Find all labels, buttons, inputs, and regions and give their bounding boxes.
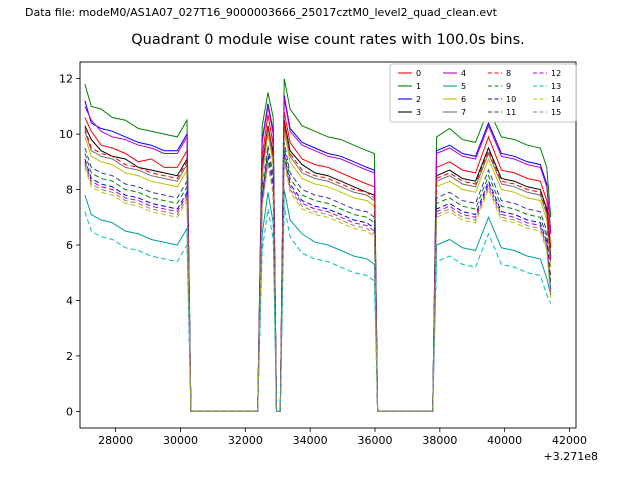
legend-label-1: 1 <box>416 82 421 91</box>
legend-label-2: 2 <box>416 95 421 104</box>
legend-label-0: 0 <box>416 69 421 78</box>
x-tick-label: 38000 <box>422 434 457 447</box>
legend-label-9: 9 <box>506 82 511 91</box>
series-line-12 <box>84 156 552 412</box>
y-tick-label: 10 <box>59 128 73 141</box>
legend-label-8: 8 <box>506 69 511 78</box>
y-tick-label: 8 <box>66 184 73 197</box>
series-line-7 <box>84 125 552 412</box>
x-tick-label: 30000 <box>163 434 198 447</box>
series-line-4 <box>84 97 552 412</box>
series-line-1 <box>84 78 552 412</box>
series-line-9 <box>84 147 552 412</box>
x-axis-offset-label: +3.271e8 <box>543 450 598 463</box>
y-tick-label: 4 <box>66 294 73 307</box>
x-tick-label: 32000 <box>228 434 263 447</box>
series-line-3 <box>84 120 552 412</box>
series-line-6 <box>84 131 552 412</box>
legend-label-7: 7 <box>461 108 466 117</box>
legend-label-6: 6 <box>461 95 466 104</box>
y-tick-label: 2 <box>66 350 73 363</box>
legend-label-13: 13 <box>551 82 561 91</box>
legend-label-12: 12 <box>551 69 561 78</box>
x-tick-label: 36000 <box>358 434 393 447</box>
series-line-5 <box>84 189 552 412</box>
legend-label-3: 3 <box>416 108 421 117</box>
series-line-10 <box>84 153 552 412</box>
series-line-2 <box>84 95 552 412</box>
series-line-13 <box>84 206 552 412</box>
legend-label-5: 5 <box>461 82 466 91</box>
legend-label-15: 15 <box>551 108 561 117</box>
legend-label-10: 10 <box>506 95 516 104</box>
x-tick-label: 34000 <box>293 434 328 447</box>
series-line-8 <box>84 122 552 412</box>
legend-label-14: 14 <box>551 95 561 104</box>
y-tick-label: 6 <box>66 239 73 252</box>
series-line-15 <box>84 158 552 412</box>
legend-label-4: 4 <box>461 69 466 78</box>
y-tick-label: 12 <box>59 73 73 86</box>
series-line-14 <box>84 161 552 412</box>
legend-label-11: 11 <box>506 108 516 117</box>
chart-title: Quadrant 0 module wise count rates with … <box>131 32 525 48</box>
series-line-11 <box>84 142 552 412</box>
x-tick-label: 42000 <box>552 434 587 447</box>
datafile-label: Data file: modeM0/AS1A07_027T16_90000036… <box>25 6 497 19</box>
series-line-0 <box>84 111 552 412</box>
legend-box <box>389 63 577 123</box>
x-tick-label: 40000 <box>487 434 522 447</box>
x-tick-label: 28000 <box>98 434 133 447</box>
y-tick-label: 0 <box>66 405 73 418</box>
